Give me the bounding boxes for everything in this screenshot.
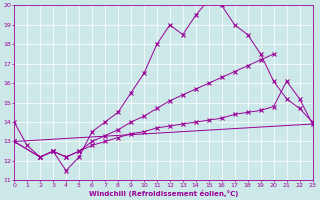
X-axis label: Windchill (Refroidissement éolien,°C): Windchill (Refroidissement éolien,°C): [89, 190, 238, 197]
